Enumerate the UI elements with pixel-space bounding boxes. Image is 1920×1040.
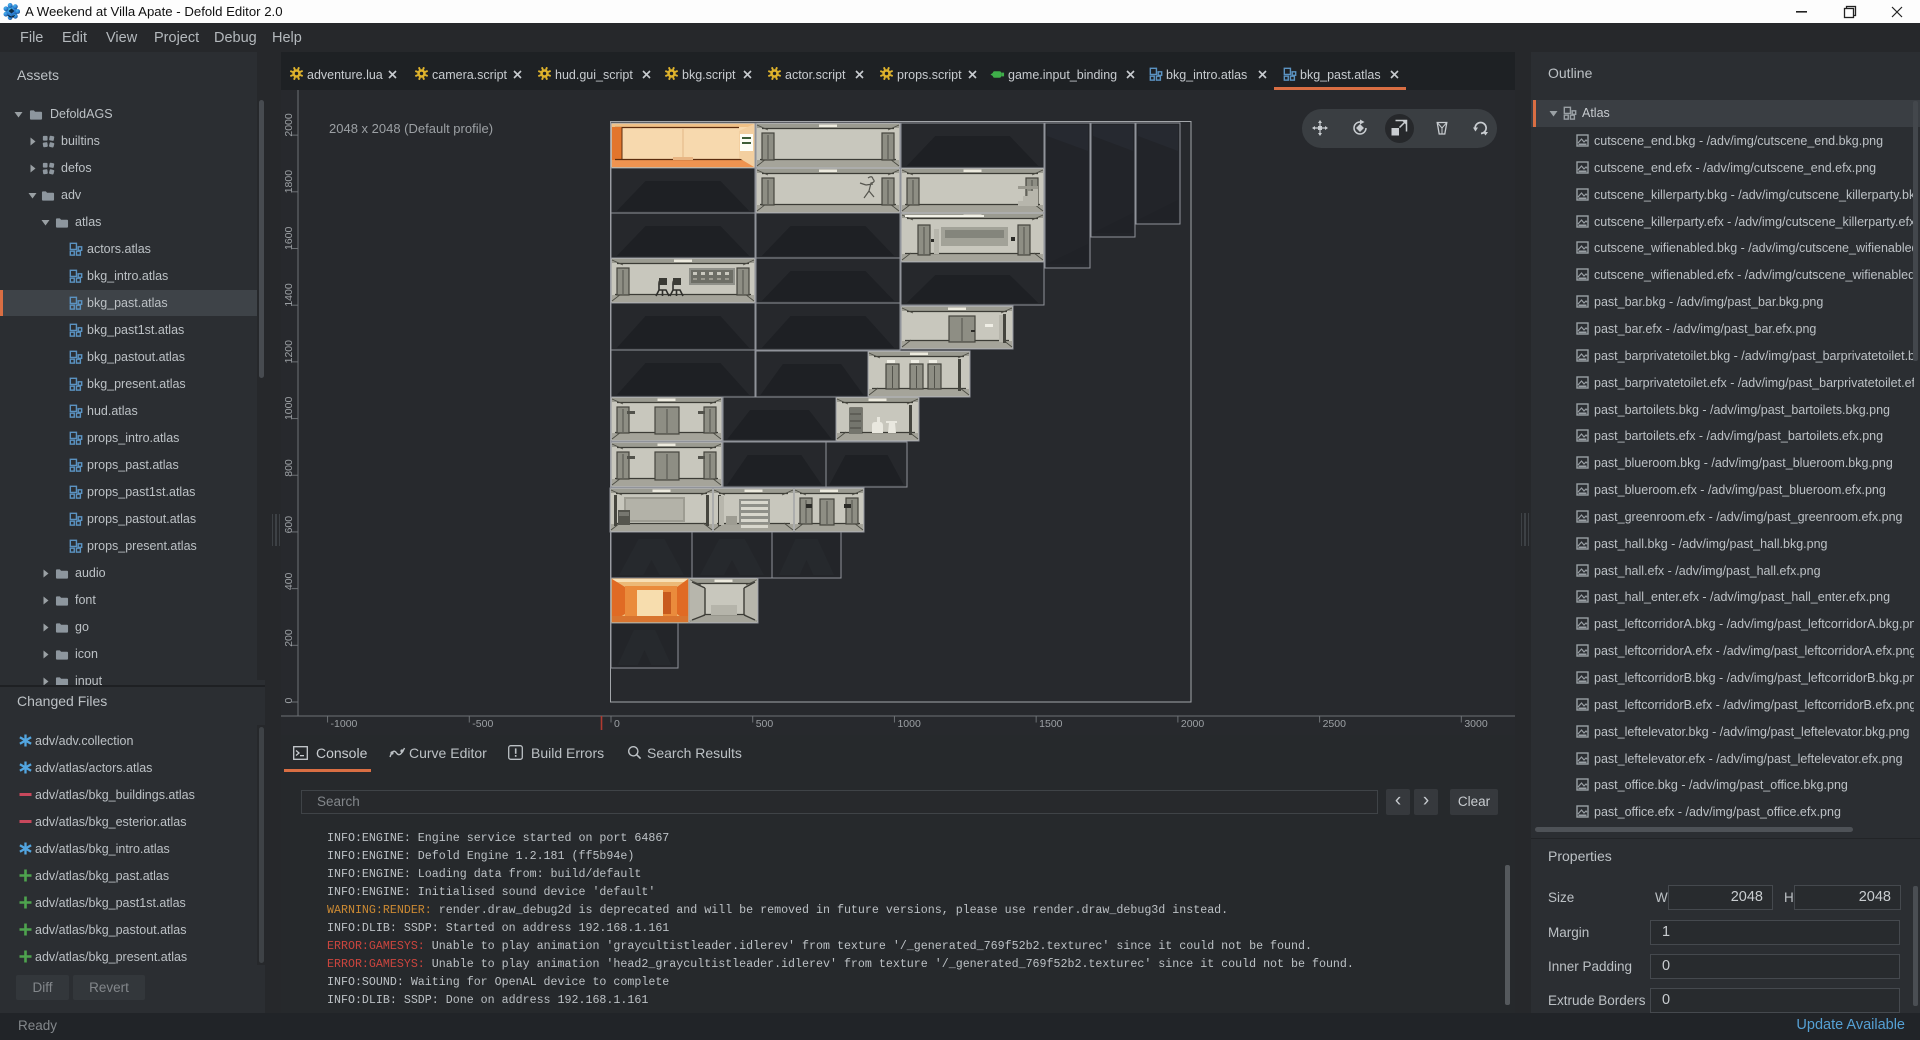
svg-text:600: 600 <box>283 516 295 534</box>
svg-text:0: 0 <box>283 698 295 704</box>
svg-text:-1000: -1000 <box>331 718 358 730</box>
svg-text:3000: 3000 <box>1464 718 1488 730</box>
svg-text:2000: 2000 <box>1181 718 1205 730</box>
svg-text:1500: 1500 <box>1039 718 1063 730</box>
svg-text:1000: 1000 <box>283 397 295 421</box>
svg-text:1200: 1200 <box>283 340 295 364</box>
svg-text:500: 500 <box>756 718 774 730</box>
svg-text:1600: 1600 <box>283 226 295 250</box>
svg-text:1800: 1800 <box>283 170 295 194</box>
svg-text:0: 0 <box>614 718 620 730</box>
svg-text:-500: -500 <box>472 718 493 730</box>
svg-text:2000: 2000 <box>283 113 295 137</box>
svg-text:800: 800 <box>283 459 295 477</box>
svg-text:1000: 1000 <box>897 718 921 730</box>
svg-text:1400: 1400 <box>283 283 295 307</box>
svg-text:2500: 2500 <box>1323 718 1347 730</box>
svg-text:400: 400 <box>283 572 295 590</box>
svg-text:200: 200 <box>283 629 295 647</box>
